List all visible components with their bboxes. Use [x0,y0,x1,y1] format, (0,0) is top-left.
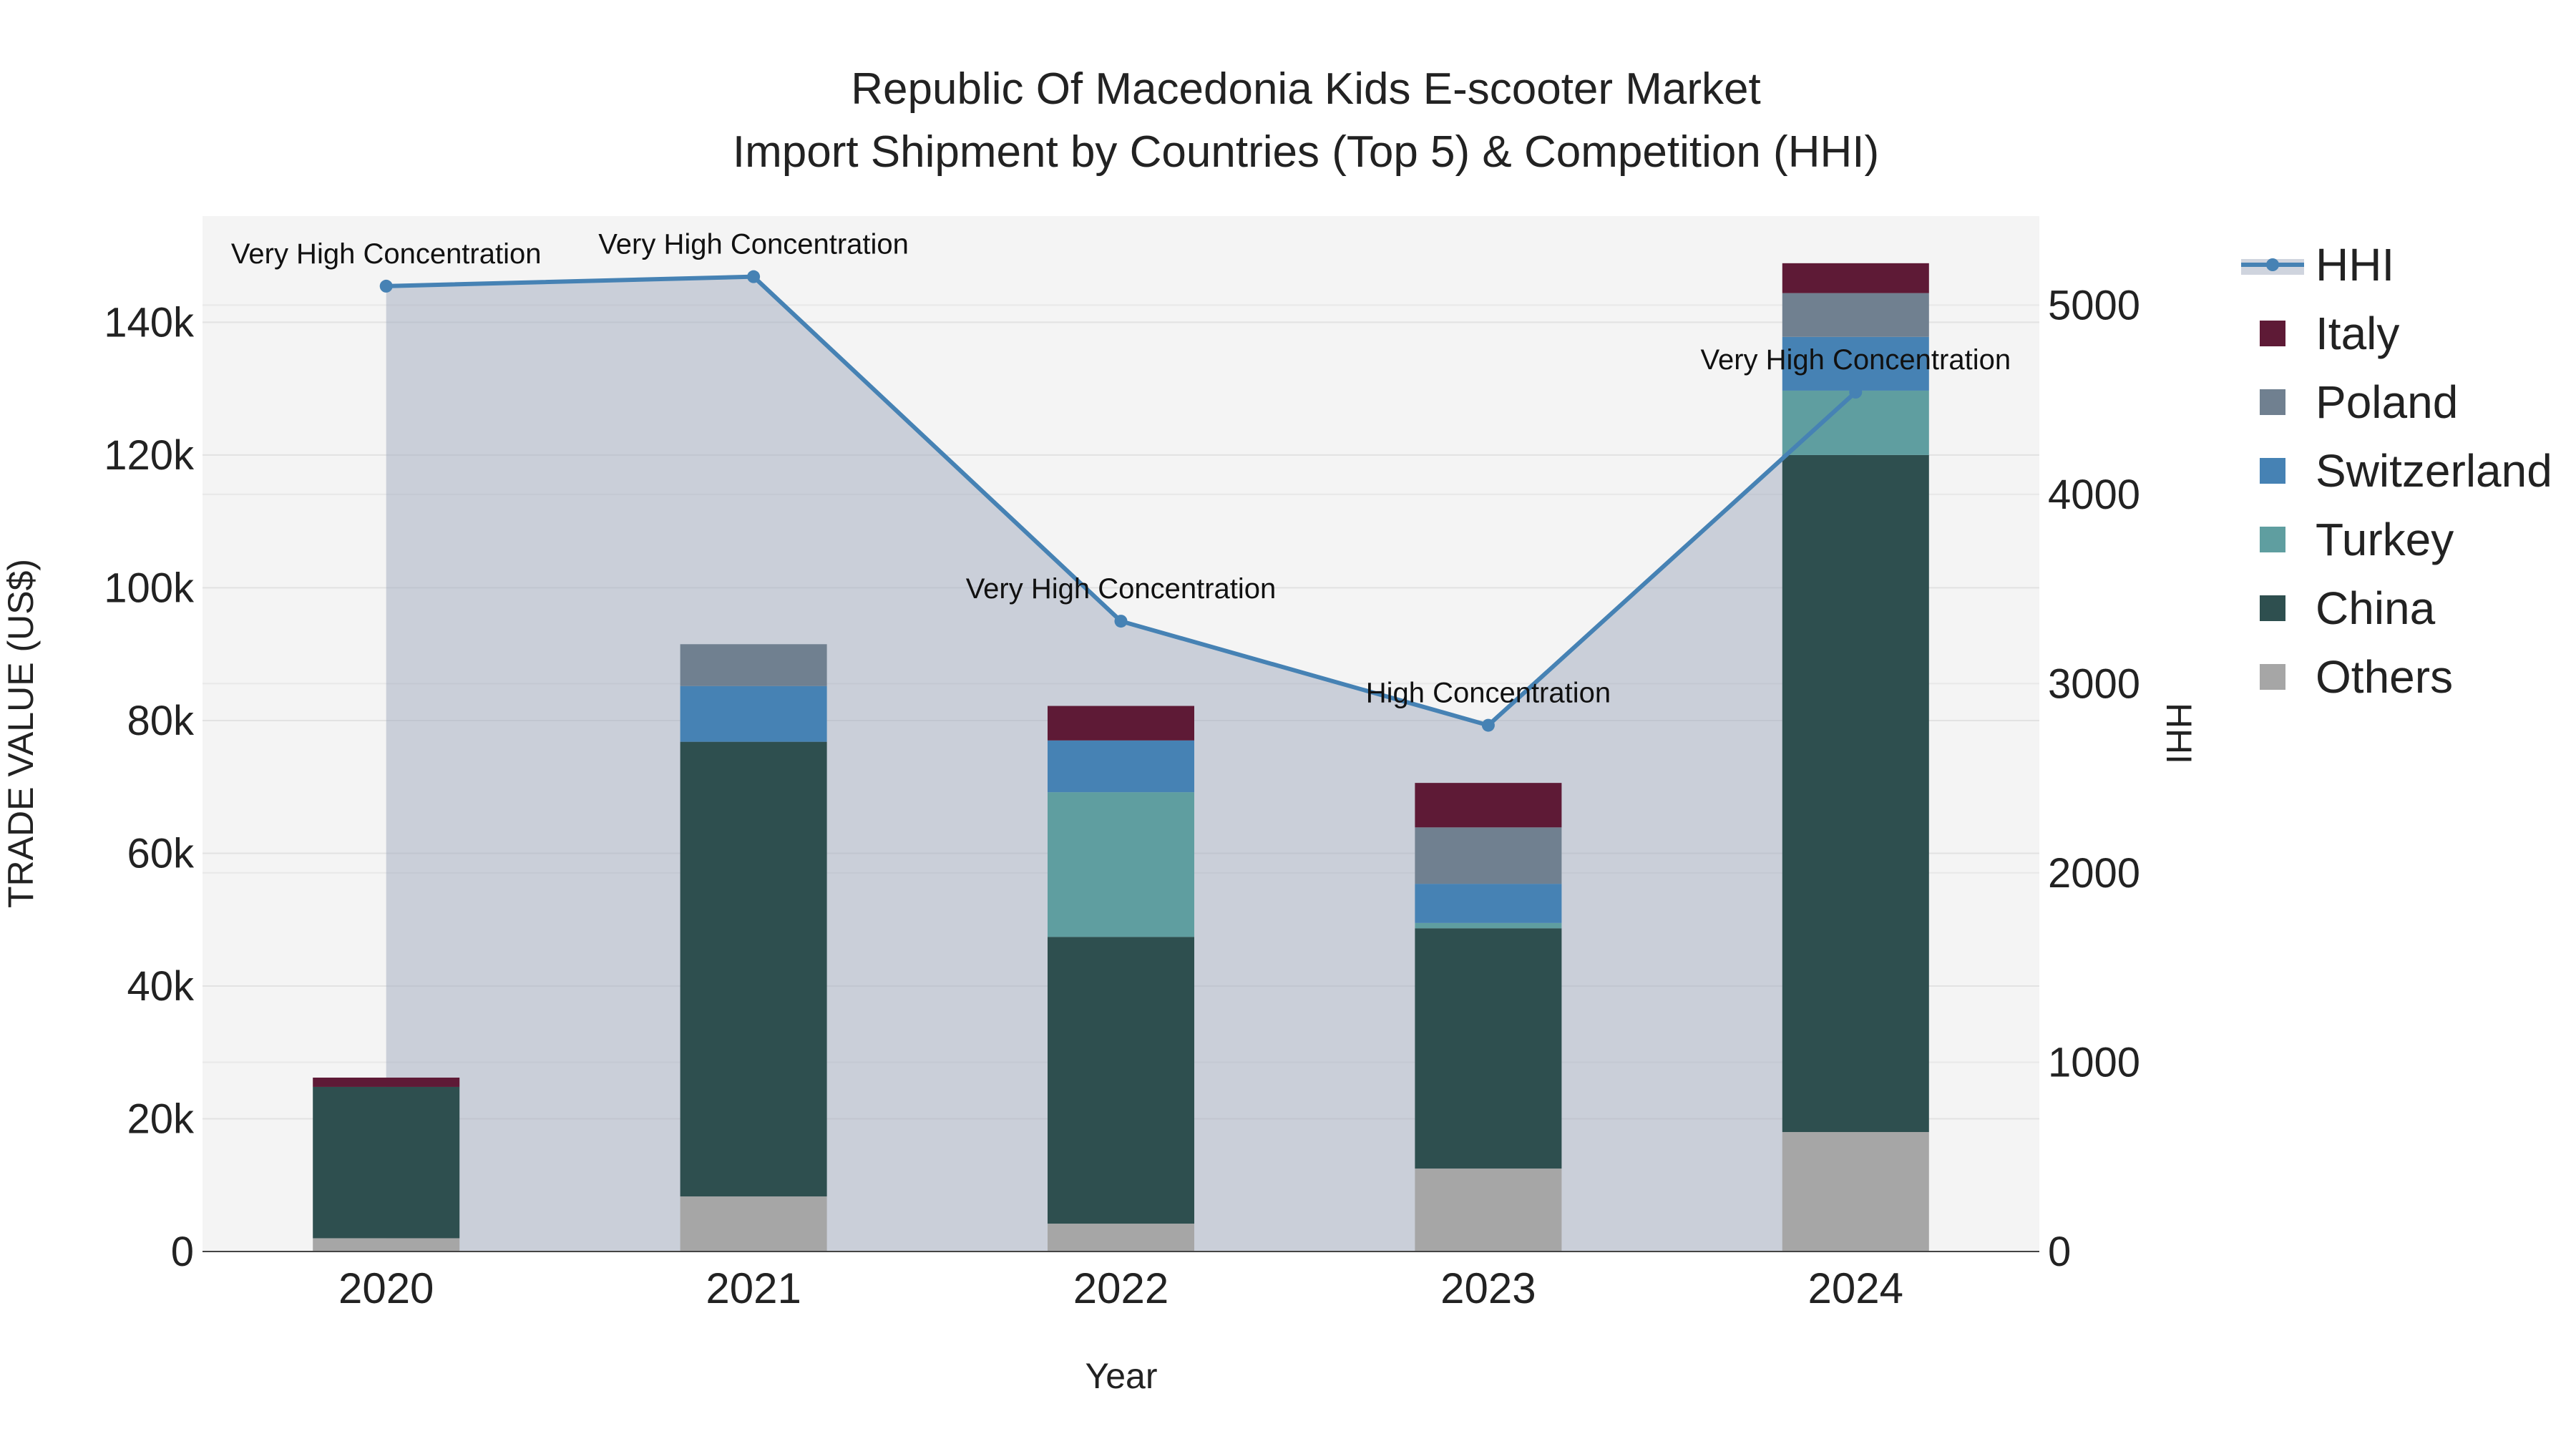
chart-title-line1: Republic Of Macedonia Kids E-scooter Mar… [851,64,1761,114]
hhi-line-group [379,270,1863,732]
x-tick-label: 2020 [338,1264,434,1312]
bar-poland-2021 [680,644,827,686]
legend-swatch-turkey [2260,527,2285,552]
legend-swatch-switzerland [2260,458,2285,484]
bar-china-2024 [1782,454,1929,1133]
legend: HHI Italy Poland Switzerland Turkey China Othe… [2241,239,2552,703]
y2-tick-label: 0 [2048,1229,2071,1275]
y2-axis-ticks: 0 1000 2000 3000 4000 5000 [2048,282,2140,1275]
y-tick-label: 120k [104,432,195,479]
y2-axis-title: HHI [2159,703,2199,764]
y-tick-label: 40k [127,963,195,1010]
chart-title-line2: Import Shipment by Countries (Top 5) & C… [733,127,1879,177]
bar-turkey-2022 [1048,792,1194,937]
x-axis-ticks: 2020 2021 2022 2023 2024 [338,1264,1903,1312]
bar-turkey-2023 [1415,922,1562,929]
legend-label-turkey: Turkey [2316,514,2454,565]
hhi-point-2020 [379,279,393,293]
bar-china-2022 [1048,937,1194,1224]
x-tick-label: 2023 [1440,1264,1536,1312]
y-tick-label: 0 [171,1229,194,1275]
legend-swatch-hhi-marker [2266,258,2279,271]
y-tick-label: 100k [104,565,195,611]
legend-label-others: Others [2316,651,2453,703]
hhi-label-2020: Very High Concentration [231,238,542,270]
y2-tick-label: 3000 [2048,660,2140,707]
bar-switzerland-2021 [680,686,827,742]
bars-group [313,263,1929,1252]
bar-poland-2024 [1782,293,1929,337]
x-tick-label: 2022 [1073,1264,1169,1312]
hhi-label-2022: Very High Concentration [966,573,1277,605]
hhi-point-2023 [1481,718,1495,732]
hhi-label-2024: Very High Concentration [1701,344,2011,376]
bar-italy-2024 [1782,263,1929,293]
bar-china-2021 [680,741,827,1197]
y-tick-label: 20k [127,1096,195,1142]
legend-label-poland: Poland [2316,376,2458,428]
bar-others-2021 [680,1196,827,1252]
legend-label-italy: Italy [2316,308,2399,359]
bar-switzerland-2022 [1048,740,1194,793]
hhi-label-2021: Very High Concentration [598,229,909,260]
bar-italy-2023 [1415,783,1562,828]
bar-turkey-2024 [1782,390,1929,455]
x-tick-label: 2024 [1808,1264,1903,1312]
bar-italy-2022 [1048,706,1194,741]
y-axis-title: TRADE VALUE (US$) [1,559,41,908]
legend-swatch-others [2260,664,2285,690]
legend-swatch-china [2260,595,2285,621]
bar-others-2020 [313,1238,460,1252]
legend-label-hhi: HHI [2316,239,2394,291]
bar-poland-2023 [1415,827,1562,884]
y2-tick-label: 1000 [2048,1039,2140,1085]
bar-italy-2020 [313,1077,460,1087]
bar-others-2023 [1415,1169,1562,1252]
bar-china-2023 [1415,928,1562,1169]
bar-switzerland-2024 [1782,336,1929,391]
x-tick-label: 2021 [706,1264,801,1312]
bar-switzerland-2023 [1415,884,1562,923]
y2-tick-label: 4000 [2048,472,2140,518]
hhi-point-2024 [1849,386,1863,399]
bar-china-2020 [313,1086,460,1239]
hhi-point-2022 [1114,615,1128,628]
legend-label-china: China [2316,582,2436,634]
hhi-point-2021 [747,270,761,283]
x-axis-title: Year [1085,1356,1157,1396]
legend-swatch-italy [2260,321,2285,346]
hhi-labels-group: Very High Concentration Very High Concent… [231,229,2011,709]
y-axis-ticks: 0 20k 40k 60k 80k 100k 120k 140k [104,299,195,1275]
y2-tick-label: 5000 [2048,282,2140,328]
y-tick-label: 80k [127,698,195,744]
legend-label-switzerland: Switzerland [2316,445,2552,497]
legend-swatch-poland [2260,389,2285,415]
y-tick-label: 60k [127,830,195,877]
bar-others-2022 [1048,1224,1194,1252]
hhi-label-2023: High Concentration [1366,678,1611,709]
y-tick-label: 140k [104,299,195,346]
bar-others-2024 [1782,1132,1929,1252]
y2-tick-label: 2000 [2048,850,2140,897]
